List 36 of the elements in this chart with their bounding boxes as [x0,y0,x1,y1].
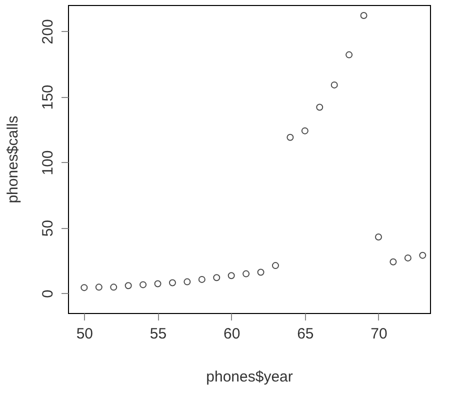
point [316,104,324,111]
point [242,270,250,278]
point [301,127,308,134]
point [213,274,220,282]
point [404,254,412,262]
x-axis-title: phones$year [206,368,293,386]
y-tick-label: 0 [40,290,56,298]
point [257,268,264,276]
point [330,81,338,88]
point [198,276,206,283]
x-tick-label: 50 [76,326,94,342]
point [80,284,88,292]
point [140,281,147,288]
point [272,262,279,270]
point [419,252,426,259]
y-tick-label: 50 [40,220,56,237]
point [390,258,397,266]
y-tick-label: 150 [40,84,56,110]
point [286,134,294,141]
point [346,51,353,58]
point [374,233,382,240]
x-tick-label: 65 [297,326,314,342]
x-tick-label: 70 [370,326,388,342]
y-tick-label: 200 [40,19,56,44]
point [95,284,102,291]
point [110,284,118,291]
point [360,12,368,19]
point [184,278,191,286]
x-tick-label: 60 [224,326,240,342]
point [154,280,162,288]
point [168,279,176,286]
y-tick-label: 100 [40,150,56,176]
point [124,282,132,290]
point [228,272,235,280]
x-tick-label: 55 [150,326,167,342]
y-axis-title: phones$calls [4,116,22,204]
